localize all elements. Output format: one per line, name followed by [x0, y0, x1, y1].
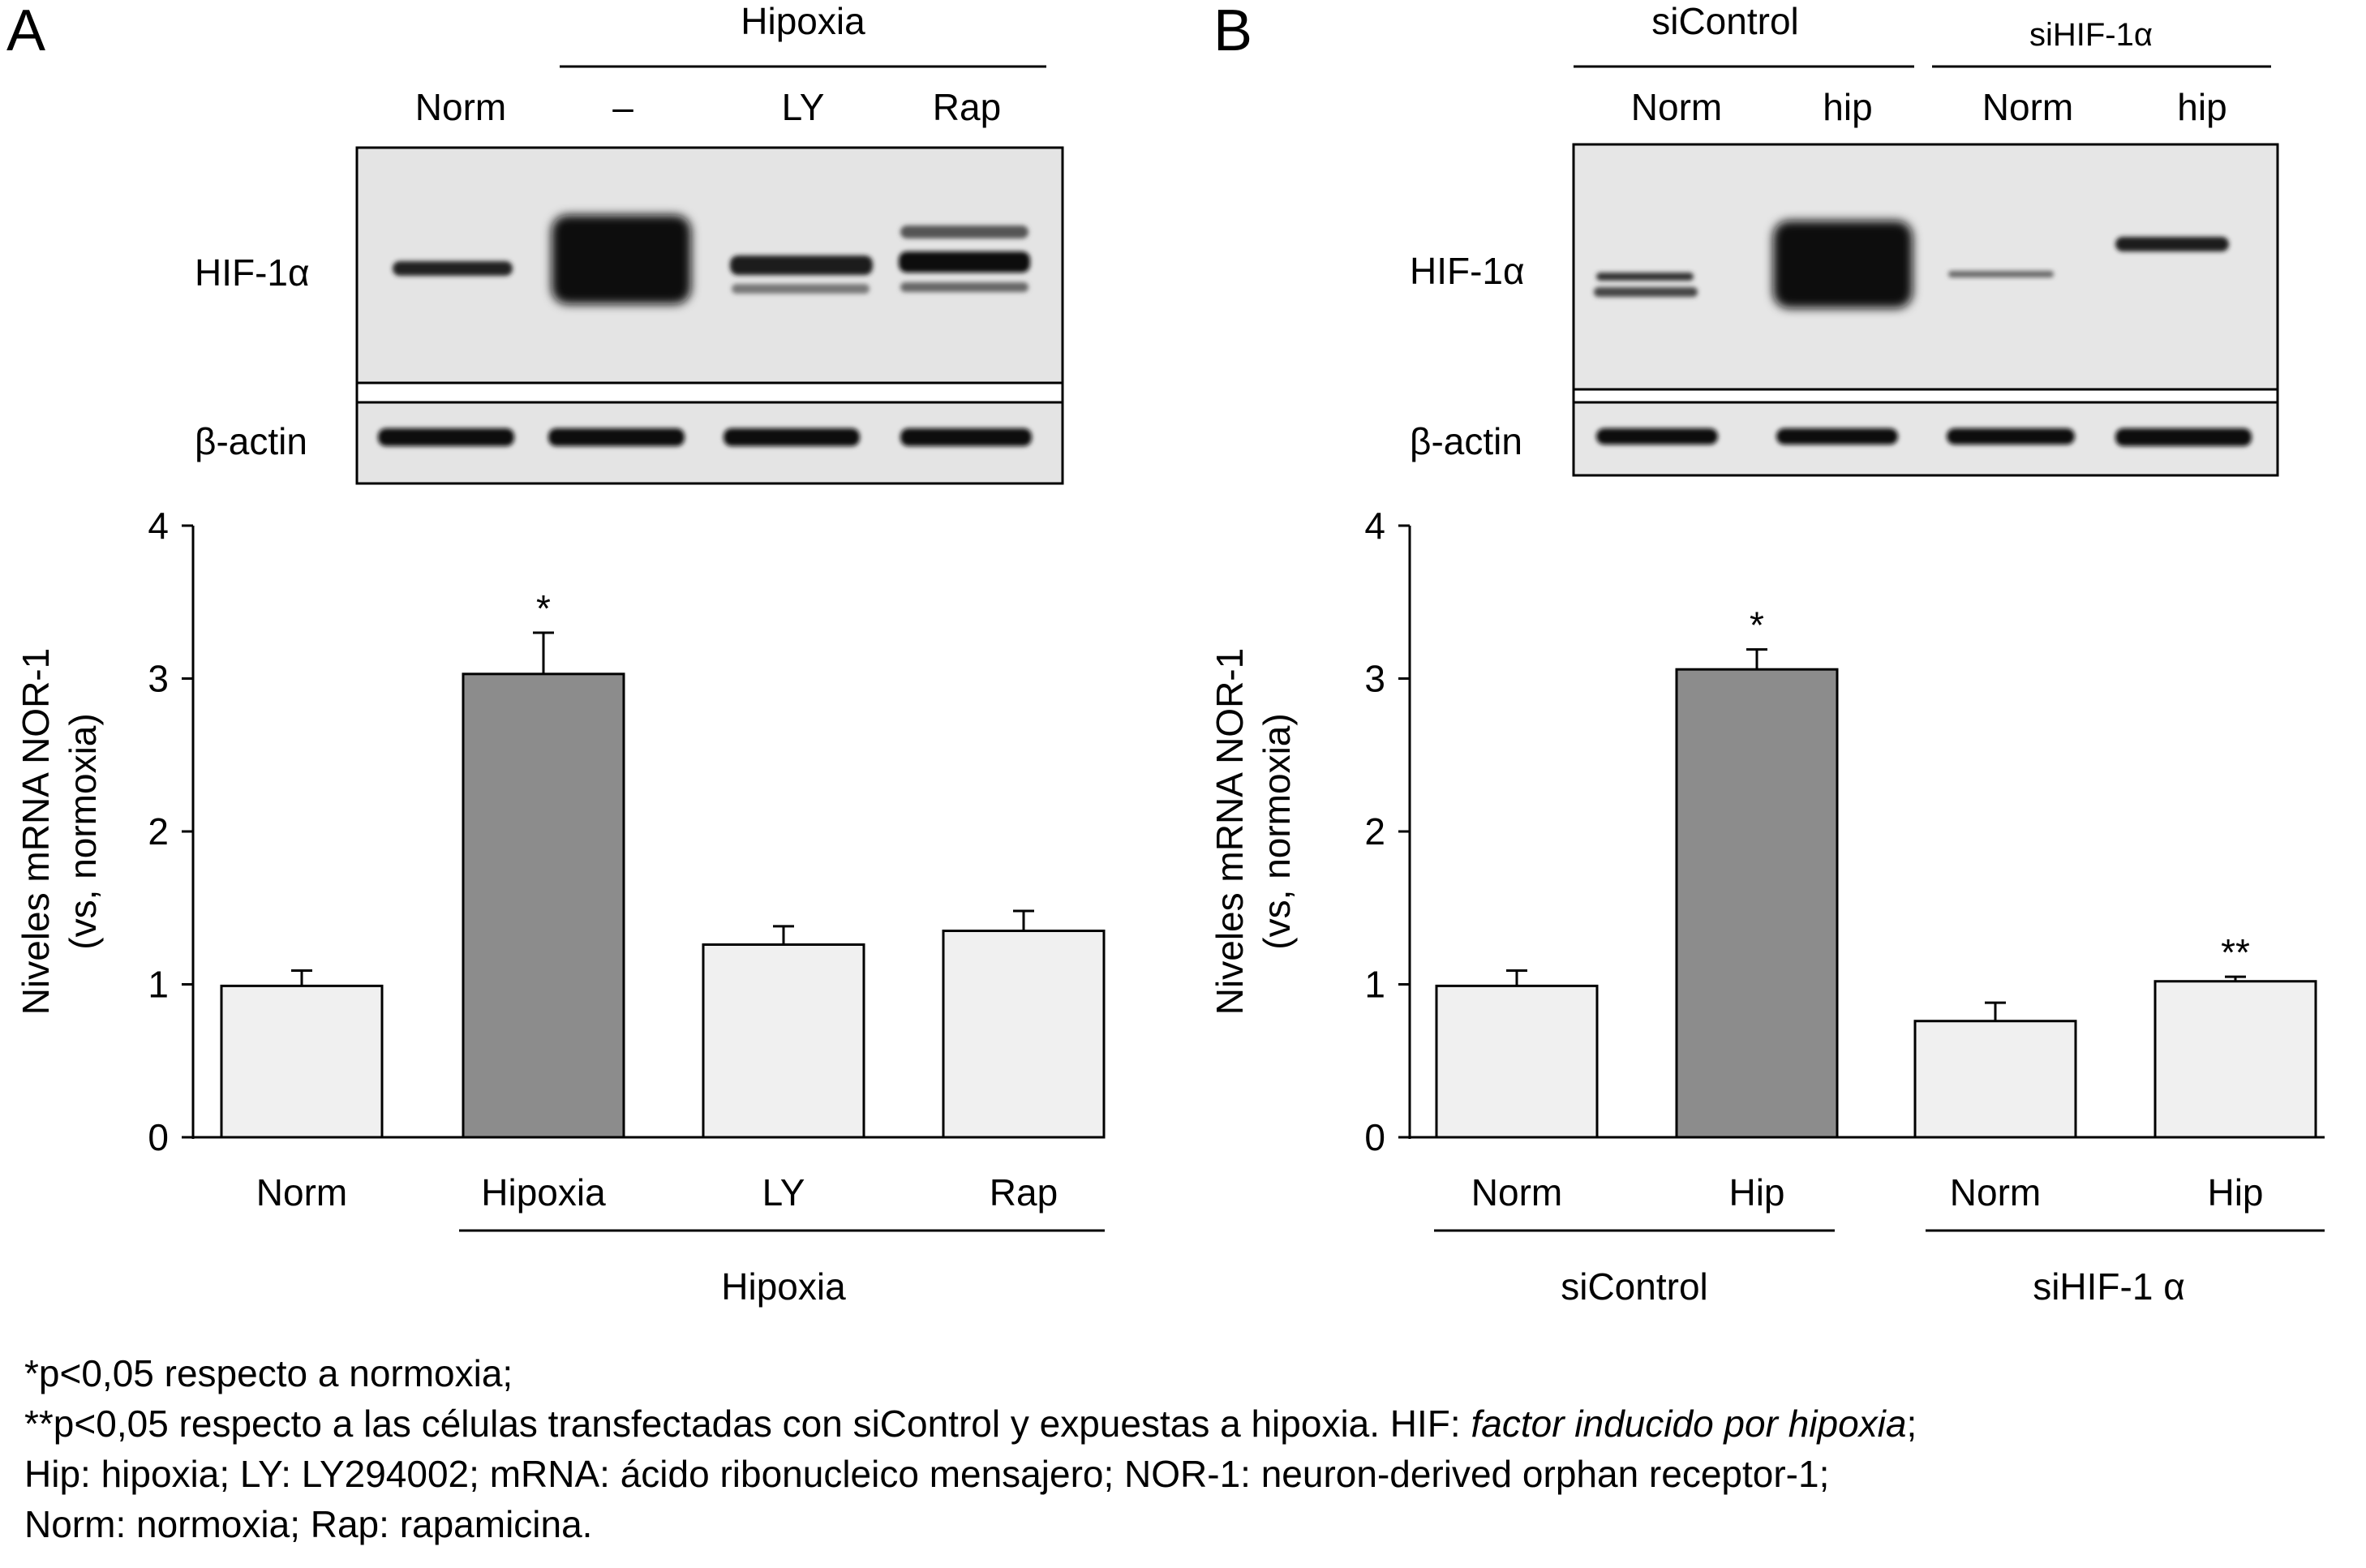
- bar-chart-b: Niveles mRNA NOR-1 (vs, normoxia) siCont…: [1209, 505, 2325, 1308]
- y-tick-label: 1: [148, 964, 169, 1006]
- chart-a-ylabel-line2: (vs, normoxia): [62, 713, 104, 949]
- bar: [942, 930, 1106, 1139]
- blot-b-row-label-actin: β-actin: [1410, 420, 1522, 462]
- footnote-line-2: **p<0,05 respecto a las células transfec…: [24, 1398, 1917, 1449]
- blot-b-group-header: siControl: [1651, 0, 1799, 42]
- blot-b-lane-label: hip: [2177, 86, 2226, 128]
- blot-a-image: [355, 146, 1064, 485]
- y-tick-label: 3: [1364, 658, 1385, 700]
- bar: [2153, 980, 2317, 1139]
- blot-b-image: [1572, 143, 2279, 477]
- x-tick-label: Norm: [1471, 1171, 1562, 1214]
- x-tick-label: LY: [762, 1171, 805, 1214]
- y-tick-label: 2: [148, 810, 169, 853]
- panel-a-label: A: [6, 0, 45, 63]
- bar: [1913, 1020, 2077, 1139]
- y-tick-label: 0: [1364, 1116, 1385, 1158]
- x-tick-label: Norm: [1950, 1171, 2041, 1214]
- chart-b-ylabel-line2: (vs, normoxia): [1256, 713, 1298, 949]
- x-tick-label: Norm: [256, 1171, 347, 1214]
- blot-a-row-label-hif: HIF-1α: [195, 251, 310, 294]
- chart-b-ylabel-line1: Niveles mRNA NOR-1: [1209, 648, 1251, 1015]
- significance-marker: *: [536, 587, 551, 629]
- blot-b-group-header: siHIF-1α: [2029, 17, 2153, 53]
- chart-b-group-label: siHIF-1 α: [2033, 1265, 2185, 1308]
- footnote-line-1: *p<0,05 respecto a normoxia;: [24, 1352, 513, 1394]
- y-tick-label: 0: [148, 1116, 169, 1158]
- x-tick-label: Hip: [1728, 1171, 1784, 1214]
- panel-a: A Hipoxia Norm – LY Rap HIF-1α β-actin: [6, 0, 1106, 1308]
- chart-b-group-label: siControl: [1561, 1265, 1708, 1308]
- panel-b-label: B: [1213, 0, 1252, 63]
- chart-a-group-label: Hipoxia: [721, 1265, 846, 1308]
- blot-a-group-header: Hipoxia: [741, 0, 865, 42]
- bar: [220, 984, 384, 1139]
- bar: [462, 672, 625, 1139]
- y-tick-label: 4: [148, 505, 169, 547]
- chart-a-ylabel-line1: Niveles mRNA NOR-1: [15, 648, 57, 1015]
- bar: [1435, 984, 1599, 1139]
- footnote-line-3: Hip: hipoxia; LY: LY294002; mRNA: ácido …: [24, 1453, 1830, 1495]
- bar: [702, 943, 865, 1139]
- blot-a-lane-label: Rap: [933, 86, 1001, 128]
- bar: [1675, 668, 1839, 1139]
- y-tick-label: 1: [1364, 964, 1385, 1006]
- blot-b-lane-label: Norm: [1982, 86, 2073, 128]
- y-tick-label: 4: [1364, 505, 1385, 547]
- bar-chart-a: Niveles mRNA NOR-1 (vs, normoxia) Hipoxi…: [15, 505, 1106, 1308]
- blot-a-lane-label: LY: [782, 86, 825, 128]
- blot-a-lane-label: –: [612, 86, 633, 128]
- x-tick-label: Hipoxia: [481, 1171, 606, 1214]
- x-tick-label: Hip: [2207, 1171, 2263, 1214]
- x-tick-label: Rap: [990, 1171, 1058, 1214]
- blot-b-row-label-hif: HIF-1α: [1410, 250, 1525, 292]
- figure: A Hipoxia Norm – LY Rap HIF-1α β-actin: [6, 0, 2325, 1308]
- y-tick-label: 2: [1364, 810, 1385, 853]
- y-tick-label: 3: [148, 658, 169, 700]
- footnote-line-2a: **p<0,05 respecto a las células transfec…: [24, 1403, 1471, 1445]
- blot-b-lane-label: Norm: [1631, 86, 1722, 128]
- blot-a-lane-label: Norm: [415, 86, 506, 128]
- panel-b: B siControl siHIF-1α Norm hip Norm hip H…: [1209, 0, 2325, 1308]
- footnote-line-2c: ;: [1906, 1403, 1917, 1445]
- footnote-line-4: Norm: normoxia; Rap: rapamicina.: [24, 1503, 593, 1545]
- blot-a-row-label-actin: β-actin: [195, 420, 307, 462]
- significance-marker: **: [2221, 931, 2250, 973]
- footnote-line-2b: factor inducido por hipoxia: [1471, 1403, 1907, 1445]
- significance-marker: *: [1750, 604, 1764, 647]
- blot-b-lane-label: hip: [1823, 86, 1872, 128]
